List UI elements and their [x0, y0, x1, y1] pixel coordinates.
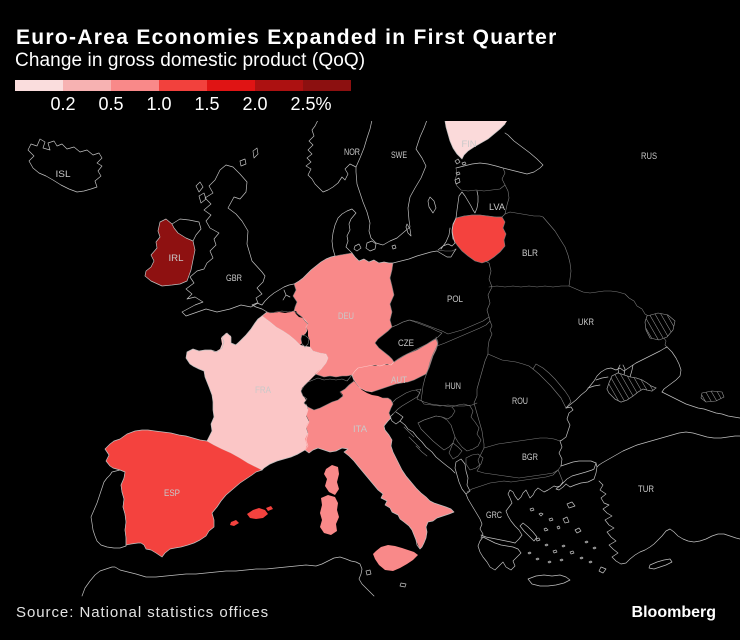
svg-text:NOR: NOR — [344, 147, 360, 158]
svg-text:FIN: FIN — [462, 139, 477, 150]
svg-text:ITA: ITA — [353, 424, 368, 435]
svg-text:Euro-Area Economies Expanded i: Euro-Area Economies Expanded in First Qu… — [16, 26, 558, 49]
svg-text:GBR: GBR — [226, 273, 242, 284]
svg-text:BGR: BGR — [522, 452, 538, 463]
svg-text:BLR: BLR — [522, 248, 538, 259]
svg-text:FRA: FRA — [255, 385, 272, 396]
svg-text:0.5: 0.5 — [98, 94, 123, 114]
svg-text:1.5: 1.5 — [194, 94, 219, 114]
svg-text:IRL: IRL — [169, 253, 184, 264]
svg-text:POL: POL — [447, 294, 463, 305]
svg-text:CZE: CZE — [398, 338, 414, 349]
svg-text:ISL: ISL — [56, 169, 71, 180]
svg-text:ESP: ESP — [164, 488, 180, 499]
svg-text:Change in gross domestic produ: Change in gross domestic product (QoQ) — [15, 50, 365, 71]
svg-text:0.2: 0.2 — [50, 94, 75, 114]
svg-text:HUN: HUN — [445, 381, 461, 392]
svg-text:AUT: AUT — [391, 375, 407, 386]
svg-text:SWE: SWE — [391, 150, 407, 161]
svg-text:Source: National statistics of: Source: National statistics offices — [16, 604, 269, 621]
svg-text:UKR: UKR — [578, 317, 594, 328]
svg-text:1.0: 1.0 — [146, 94, 171, 114]
svg-text:DEU: DEU — [338, 311, 354, 322]
svg-text:RUS: RUS — [641, 151, 657, 162]
svg-text:Bloomberg: Bloomberg — [632, 604, 716, 621]
svg-text:ROU: ROU — [512, 396, 528, 407]
svg-text:2.0: 2.0 — [242, 94, 267, 114]
svg-text:GRC: GRC — [486, 510, 502, 521]
svg-text:LVA: LVA — [489, 202, 506, 213]
svg-text:TUR: TUR — [638, 484, 654, 495]
svg-text:2.5%: 2.5% — [290, 94, 331, 114]
